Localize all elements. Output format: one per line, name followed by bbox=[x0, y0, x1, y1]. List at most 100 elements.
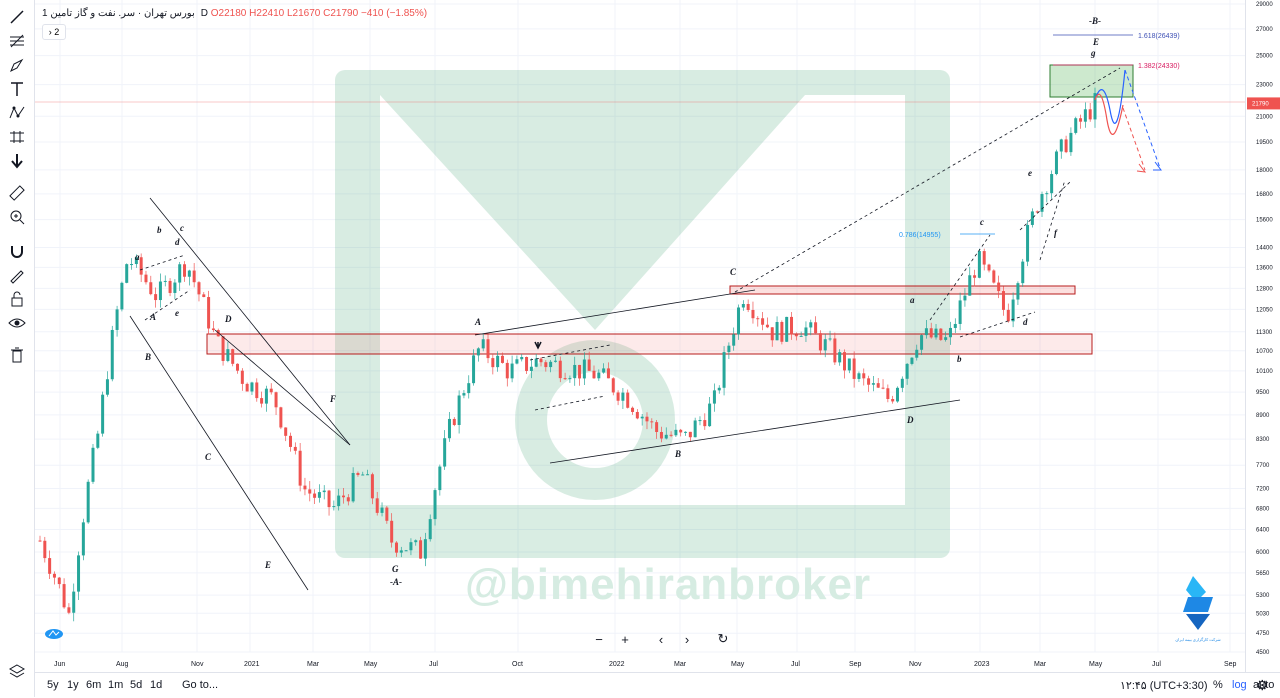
lock-pen-icon[interactable] bbox=[5, 264, 29, 286]
candle-body bbox=[510, 363, 514, 379]
price-tick-label: 27000 bbox=[1256, 27, 1273, 33]
settings-gear-icon[interactable]: ⚙ bbox=[1256, 677, 1269, 693]
zone-resistance-wide bbox=[206, 333, 1093, 355]
candle-body bbox=[245, 383, 249, 392]
candle-body bbox=[616, 392, 620, 401]
wave-label: f bbox=[1054, 228, 1058, 238]
price-tick-label: 10100 bbox=[1256, 369, 1273, 375]
price-tick-label: 7700 bbox=[1256, 463, 1270, 469]
collapse-count: 2 bbox=[54, 27, 60, 37]
layers-icon[interactable] bbox=[5, 660, 29, 682]
candle-body bbox=[958, 300, 962, 324]
brush-icon[interactable] bbox=[5, 54, 29, 76]
candle-body bbox=[433, 490, 437, 520]
candle-body bbox=[924, 328, 928, 336]
candle-body bbox=[134, 257, 138, 265]
candle-body bbox=[626, 392, 630, 408]
zoom-out-button[interactable]: − bbox=[595, 631, 603, 647]
x-tick-label: May bbox=[364, 661, 378, 668]
log-toggle[interactable]: log bbox=[1232, 679, 1247, 691]
goto-button[interactable]: Go to... bbox=[182, 679, 219, 691]
symbol-name[interactable]: بورس تهران · سر. نفت و گاز تامین bbox=[50, 8, 195, 19]
trash-icon[interactable] bbox=[5, 344, 29, 366]
candle-body bbox=[1026, 224, 1030, 262]
candle-body bbox=[178, 264, 182, 283]
tradingview-logo-icon[interactable] bbox=[44, 626, 64, 645]
candle-body bbox=[544, 362, 548, 368]
candle-body bbox=[158, 281, 162, 301]
wave-label: e bbox=[175, 308, 179, 318]
range-1m[interactable]: 1m bbox=[108, 679, 124, 691]
watermark-text: @bimehiranbroker bbox=[465, 560, 872, 609]
text-icon[interactable] bbox=[5, 78, 29, 100]
zoom-in-button[interactable]: + bbox=[621, 631, 629, 647]
candle-body bbox=[573, 364, 577, 379]
candle-body bbox=[804, 327, 808, 336]
candle-body bbox=[86, 481, 90, 523]
reset-chart-button[interactable]: ↻ bbox=[717, 631, 729, 646]
timezone[interactable]: ۱۲:۴۵ (UTC+3:30) bbox=[1120, 680, 1208, 692]
legend-collapse-button[interactable]: › 2 bbox=[42, 24, 66, 40]
price-tick-label: 19500 bbox=[1256, 140, 1273, 146]
ruler-icon[interactable] bbox=[5, 182, 29, 204]
price-tick-label: 23000 bbox=[1256, 83, 1273, 89]
arrow-down-icon[interactable] bbox=[5, 150, 29, 172]
candle-body bbox=[582, 359, 586, 379]
scroll-right-button[interactable]: › bbox=[684, 631, 690, 647]
wave-label: C bbox=[205, 452, 212, 462]
symbol-legend: بورس تهران · سر. نفت و گاز تامین 1D O221… bbox=[42, 8, 427, 19]
range-6m[interactable]: 6m bbox=[86, 679, 102, 691]
candle-body bbox=[317, 492, 321, 498]
candle-body bbox=[43, 540, 47, 559]
x-tick-label: Mar bbox=[674, 661, 687, 668]
candle-body bbox=[221, 336, 225, 361]
fib-icon[interactable] bbox=[5, 30, 29, 52]
wave-label: G bbox=[392, 564, 399, 574]
candle-body bbox=[751, 309, 755, 319]
scroll-left-button[interactable]: ‹ bbox=[658, 631, 664, 647]
candle-body bbox=[322, 490, 326, 493]
measure-icon[interactable] bbox=[5, 126, 29, 148]
price-tick-label: 18000 bbox=[1256, 168, 1273, 174]
candle-body bbox=[500, 355, 504, 363]
range-5d[interactable]: 5d bbox=[130, 679, 143, 691]
percent-toggle[interactable]: % bbox=[1213, 679, 1223, 691]
pattern-icon[interactable] bbox=[5, 102, 29, 124]
candle-body bbox=[549, 361, 553, 368]
candle-body bbox=[110, 329, 114, 380]
range-1y[interactable]: 1y bbox=[67, 679, 79, 691]
candle-body bbox=[1079, 118, 1083, 122]
candle-body bbox=[780, 321, 784, 342]
candle-body bbox=[409, 542, 413, 551]
auto-toggle[interactable]: auto bbox=[1253, 679, 1275, 691]
candle-body bbox=[737, 307, 741, 335]
zoom-in-icon[interactable] bbox=[5, 206, 29, 228]
eye-icon[interactable] bbox=[5, 312, 29, 334]
candle-body bbox=[982, 251, 986, 265]
price-axis[interactable]: 29000 27000 25000 23000 21000 19500 18000 16800… bbox=[1245, 0, 1280, 672]
candle-body bbox=[727, 345, 731, 353]
candle-body bbox=[1006, 309, 1010, 322]
magnet-icon[interactable] bbox=[5, 240, 29, 262]
candle-body bbox=[1054, 151, 1058, 175]
candle-body bbox=[264, 388, 268, 404]
wave-label: b bbox=[957, 354, 962, 364]
lock-icon[interactable] bbox=[5, 288, 29, 310]
candle-body bbox=[279, 407, 283, 428]
candle-body bbox=[52, 573, 56, 578]
candle-body bbox=[1040, 194, 1044, 212]
candle-body bbox=[293, 446, 297, 451]
wave-label: E bbox=[264, 560, 271, 570]
last-price-label: 21790 bbox=[1252, 101, 1269, 107]
trend-line-icon[interactable] bbox=[5, 6, 29, 28]
range-5y[interactable]: 5y bbox=[47, 679, 59, 691]
candle-body bbox=[679, 429, 683, 433]
wave-label: C bbox=[730, 267, 737, 277]
range-1d[interactable]: 1d bbox=[150, 679, 163, 691]
candle-body bbox=[876, 383, 880, 388]
candle-body bbox=[756, 318, 760, 320]
interval[interactable]: 1D bbox=[42, 8, 208, 19]
